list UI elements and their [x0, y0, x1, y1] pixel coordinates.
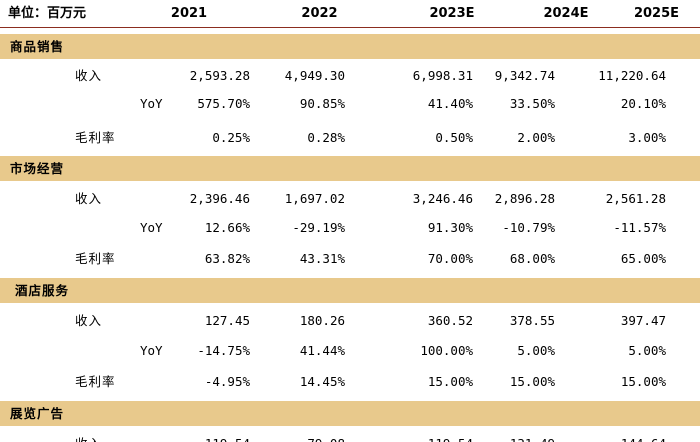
year-col-2024e: 2024E: [543, 6, 589, 21]
cell-value: 12.66%: [204, 220, 250, 235]
table-row: 收入 127.45 180.26 360.52 378.55 397.47: [0, 305, 700, 336]
cell-value: 119.54: [370, 428, 473, 442]
cell-value: 0.25%: [212, 130, 250, 145]
table-row: 收入 2,396.46 1,697.02 3,246.46 2,896.28 2…: [0, 183, 700, 214]
cell-value: 2,896.28: [494, 191, 555, 206]
year-col-2023e: 2023E: [429, 6, 475, 21]
cell-value: -29.19%: [292, 220, 345, 235]
cell-value: -4.95%: [204, 374, 250, 389]
year-col-2021: 2021: [170, 6, 208, 21]
row-label: 收入: [75, 191, 103, 206]
cell-value: 20.10%: [620, 96, 666, 111]
cell-value: 3.00%: [628, 130, 666, 145]
table-row: YoY 575.70% 90.85% 41.40% 33.50% 20.10%: [0, 88, 700, 119]
cell-value: 100.00%: [420, 343, 473, 358]
section-title: 市场经营: [10, 161, 65, 176]
cell-value: 79.08: [245, 428, 345, 442]
cell-value: 65.00%: [620, 251, 666, 266]
table-row: 毛利率 -4.95% 14.45% 15.00% 15.00% 15.00%: [0, 366, 700, 397]
cell-value: 0.28%: [307, 130, 345, 145]
section-header-hotel-service: 酒店服务: [0, 278, 700, 303]
cell-value: 119.54: [150, 428, 250, 442]
cell-value: 9,342.74: [494, 68, 555, 83]
cell-value: 2,593.28: [189, 68, 250, 83]
section-header-goods-sales: 商品销售: [0, 34, 700, 59]
cell-value: 11,220.64: [598, 68, 666, 83]
row-label: YoY: [140, 96, 163, 111]
cell-value: -14.75%: [197, 343, 250, 358]
cell-value: 15.00%: [427, 374, 473, 389]
cell-value: 5.00%: [517, 343, 555, 358]
row-label: 收入: [75, 68, 103, 83]
cell-value: 1,697.02: [284, 191, 345, 206]
section-title: 酒店服务: [15, 283, 70, 298]
section-header-exhibition-advertising: 展览广告: [0, 401, 700, 426]
row-label: 毛利率: [75, 130, 116, 145]
cell-value: 131.49: [455, 428, 555, 442]
row-label: YoY: [140, 220, 163, 235]
row-label: YoY: [140, 343, 163, 358]
section-header-market-operation: 市场经营: [0, 156, 700, 181]
table-row: YoY 12.66% -29.19% 91.30% -10.79% -11.57…: [0, 212, 700, 243]
cell-value: 5.00%: [628, 343, 666, 358]
row-label: 收入: [75, 313, 103, 328]
year-col-2022: 2022: [301, 6, 338, 21]
year-col-2025e: 2025E: [633, 6, 680, 21]
cell-value: 41.40%: [427, 96, 473, 111]
cell-value: 2,396.46: [189, 191, 250, 206]
cell-value: 90.85%: [299, 96, 345, 111]
unit-label: 单位：百万元: [8, 6, 87, 21]
table-row: 收入 119.54 79.08 119.54 131.49 144.64: [0, 428, 700, 442]
table-row: 毛利率 63.82% 43.31% 70.00% 68.00% 65.00%: [0, 243, 700, 274]
cell-value: 378.55: [509, 313, 555, 328]
cell-value: 3,246.46: [412, 191, 473, 206]
cell-value: 2,561.28: [605, 191, 666, 206]
section-title: 展览广告: [10, 406, 65, 421]
cell-value: 91.30%: [427, 220, 473, 235]
row-label: 毛利率: [75, 374, 116, 389]
cell-value: 2.00%: [517, 130, 555, 145]
cell-value: 43.31%: [299, 251, 345, 266]
cell-value: 15.00%: [620, 374, 666, 389]
cell-value: -11.57%: [613, 220, 666, 235]
table-header: 单位：百万元 2021 2022 2023E 2024E 2025E: [0, 0, 700, 28]
cell-value: 41.44%: [299, 343, 345, 358]
cell-value: 63.82%: [204, 251, 250, 266]
table-row: 毛利率 0.25% 0.28% 0.50% 2.00% 3.00%: [0, 122, 700, 153]
cell-value: 0.50%: [435, 130, 473, 145]
table-row: YoY -14.75% 41.44% 100.00% 5.00% 5.00%: [0, 335, 700, 366]
cell-value: 360.52: [427, 313, 473, 328]
row-label: 收入: [75, 428, 102, 442]
row-label: 毛利率: [75, 251, 116, 266]
cell-value: 144.64: [560, 428, 666, 442]
table-row: 收入 2,593.28 4,949.30 6,998.31 9,342.74 1…: [0, 60, 700, 91]
cell-value: 15.00%: [509, 374, 555, 389]
cell-value: 70.00%: [427, 251, 473, 266]
cell-value: 180.26: [299, 313, 345, 328]
cell-value: 6,998.31: [412, 68, 473, 83]
cell-value: 4,949.30: [284, 68, 345, 83]
cell-value: 68.00%: [509, 251, 555, 266]
cell-value: 127.45: [204, 313, 250, 328]
cell-value: 14.45%: [299, 374, 345, 389]
cell-value: 33.50%: [509, 96, 555, 111]
cell-value: -10.79%: [502, 220, 555, 235]
cell-value: 575.70%: [197, 96, 250, 111]
section-title: 商品销售: [10, 39, 65, 54]
cell-value: 397.47: [620, 313, 666, 328]
